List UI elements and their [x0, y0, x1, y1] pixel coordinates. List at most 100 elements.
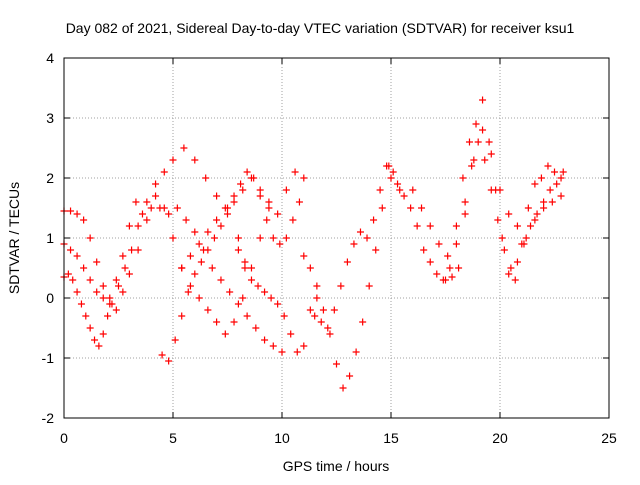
data-point	[396, 186, 404, 194]
data-point	[461, 210, 469, 218]
data-point	[186, 282, 194, 290]
data-point	[472, 120, 480, 128]
data-point	[468, 162, 476, 170]
data-point	[237, 180, 245, 188]
data-point	[106, 294, 114, 302]
data-point	[217, 276, 225, 284]
data-point	[67, 246, 75, 254]
grid-lines	[64, 58, 609, 418]
data-point	[346, 372, 354, 380]
data-point	[173, 204, 181, 212]
data-point	[247, 264, 255, 272]
data-point	[363, 234, 371, 242]
data-point	[169, 234, 177, 242]
data-point	[487, 150, 495, 158]
data-point	[455, 264, 463, 272]
data-point	[252, 324, 260, 332]
data-point	[134, 222, 142, 230]
data-point	[195, 294, 203, 302]
data-point	[256, 234, 264, 242]
x-tick-label: 20	[492, 430, 508, 446]
data-point	[112, 306, 120, 314]
data-point	[239, 186, 247, 194]
series-6	[234, 246, 321, 356]
data-point	[269, 342, 277, 350]
series-7	[300, 162, 393, 392]
data-point	[73, 288, 81, 296]
data-point	[537, 174, 545, 182]
data-point	[330, 306, 338, 314]
data-point	[300, 252, 308, 260]
data-point	[520, 240, 528, 248]
data-point	[263, 216, 271, 224]
data-point	[274, 210, 282, 218]
data-point	[289, 216, 297, 224]
data-point	[352, 348, 360, 356]
data-point	[230, 198, 238, 206]
data-point	[165, 357, 173, 365]
data-point	[184, 288, 192, 296]
data-point	[452, 240, 460, 248]
data-point	[77, 300, 85, 308]
data-point	[418, 204, 426, 212]
y-tick-label: 1	[46, 230, 54, 246]
data-point	[213, 318, 221, 326]
data-point	[147, 204, 155, 212]
data-point	[313, 294, 321, 302]
data-point	[204, 246, 212, 254]
data-point	[356, 228, 364, 236]
series-11	[442, 138, 567, 284]
data-point	[221, 204, 229, 212]
data-point	[234, 246, 242, 254]
series-9	[387, 96, 565, 284]
data-point	[295, 198, 303, 206]
data-point	[261, 288, 269, 296]
data-point	[300, 174, 308, 182]
data-point	[86, 276, 94, 284]
data-point	[459, 174, 467, 182]
data-point	[376, 186, 384, 194]
data-point	[230, 318, 238, 326]
data-point	[551, 168, 558, 176]
data-point	[413, 222, 421, 230]
data-point	[169, 156, 177, 164]
data-point	[224, 210, 231, 218]
data-point	[234, 300, 242, 308]
data-point	[230, 192, 238, 200]
data-point	[319, 306, 327, 314]
y-tick-label: 3	[46, 110, 54, 126]
data-point	[394, 180, 402, 188]
data-point	[256, 192, 264, 200]
data-point	[511, 276, 519, 284]
data-point	[204, 306, 212, 314]
data-point	[378, 204, 386, 212]
data-point	[269, 234, 277, 242]
data-point	[119, 252, 127, 260]
data-point	[513, 258, 521, 266]
data-point	[326, 330, 334, 338]
x-tick-label: 15	[383, 430, 399, 446]
data-point	[241, 264, 249, 272]
data-point	[202, 174, 210, 182]
data-point	[160, 168, 168, 176]
y-tick-label: -1	[42, 350, 55, 366]
data-point	[333, 360, 340, 368]
data-point	[350, 240, 358, 248]
data-point	[420, 246, 428, 254]
data-point	[474, 138, 482, 146]
data-point	[204, 228, 212, 236]
data-point	[389, 168, 397, 176]
data-point	[143, 216, 151, 224]
data-point	[191, 228, 199, 236]
data-point	[80, 264, 88, 272]
data-point	[178, 312, 186, 320]
data-point	[134, 246, 142, 254]
data-point	[82, 312, 90, 320]
data-point	[461, 198, 469, 206]
data-point	[448, 273, 456, 281]
data-point	[524, 204, 532, 212]
data-point	[280, 312, 288, 320]
data-point	[171, 336, 179, 344]
y-axis-label: SDTVAR / TECUs	[6, 182, 22, 294]
data-point	[73, 252, 81, 260]
